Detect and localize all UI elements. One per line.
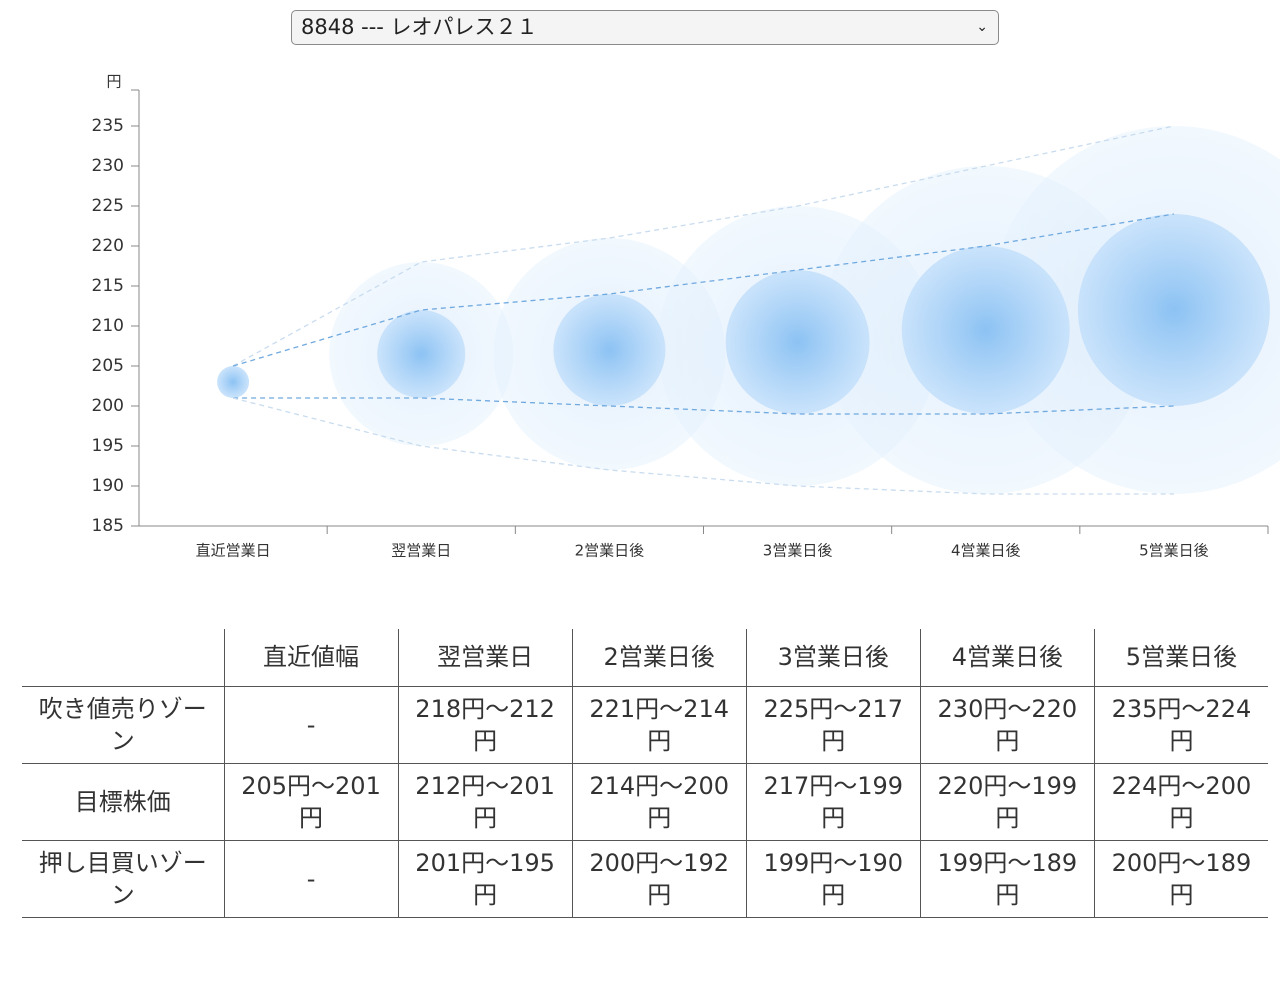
y-tick-label: 215 [92,276,124,296]
chart: 円 185 190 195 200 205 210 215 220 225 230 235 直近営業日 翌… [92,73,1280,560]
cell: 220円〜199円 [919,762,1095,841]
x-tick-label: 4営業日後 [951,542,1021,560]
column-header: 3営業日後 [745,629,921,687]
band-line [232,213,1175,367]
y-tick-label: 220 [92,236,124,256]
column-header: 翌営業日 [397,629,573,687]
cell: 200円〜189円 [1093,839,1268,918]
column-header: 2営業日後 [571,629,747,687]
target-bubble [901,246,1070,414]
y-tick-label: 210 [92,316,124,336]
x-tick-label: 直近営業日 [196,542,271,560]
table-row: 目標株価 205円〜201円 212円〜201円 214円〜200円 217円〜199円… [22,762,1268,841]
forecast-table: 直近値幅 翌営業日 2営業日後 3営業日後 4営業日後 5営業日後 吹き値売りゾーン -21… [22,629,1268,918]
x-tick-label: 2営業日後 [575,542,645,560]
y-tick-label: 200 [92,396,124,416]
cell: - [223,685,399,764]
stock-selector[interactable]: 8848 --- レオパレス２１ ⌄ [291,10,999,45]
table-row: 吹き値売りゾーン -218円〜212円 221円〜214円 225円〜217円 230円… [22,685,1268,764]
y-unit: 円 [106,73,121,91]
cell: 201円〜195円 [397,839,573,918]
band-line [232,125,1175,367]
selector-value: 8848 --- レオパレス２１ [301,15,538,39]
cell: 235円〜224円 [1093,685,1268,764]
target-bubble [377,310,466,398]
y-tick-label: 225 [92,196,124,216]
y-tick-label: 195 [92,436,124,456]
band-line [233,397,1174,415]
column-header: 4営業日後 [919,629,1095,687]
y-tick-label: 185 [92,516,124,536]
corner-cell [22,629,225,687]
x-tick-label: 3営業日後 [763,542,833,560]
target-bubble [1077,214,1270,406]
target-bubble [725,270,870,414]
y-tick-label: 190 [92,476,124,496]
cell: 212円〜201円 [397,762,573,841]
target-bubble [553,294,666,406]
y-tick-label: 230 [92,156,124,176]
row-label: 押し目買いゾーン [22,839,225,918]
cell: 214円〜200円 [571,762,747,841]
column-header: 直近値幅 [223,629,399,687]
cell: - [223,839,399,918]
cell: 225円〜217円 [745,685,921,764]
table-row: 押し目買いゾーン -201円〜195円 200円〜192円 199円〜190円 199円… [22,839,1268,918]
cell: 200円〜192円 [571,839,747,918]
row-label: 吹き値売りゾーン [22,685,225,764]
x-tick-label: 5営業日後 [1139,542,1209,560]
cell: 199円〜190円 [745,839,921,918]
dropdown-arrow: ⌄ [976,19,988,35]
cell: 230円〜220円 [919,685,1095,764]
row-label: 目標株価 [22,762,225,841]
cell: 205円〜201円 [223,762,399,841]
target-bubble [217,366,250,398]
column-header: 5営業日後 [1093,629,1268,687]
cell: 199円〜189円 [919,839,1095,918]
cell: 221円〜214円 [571,685,747,764]
cell: 224円〜200円 [1093,762,1268,841]
y-tick-label: 205 [92,356,124,376]
cell: 217円〜199円 [745,762,921,841]
y-tick-label: 235 [92,116,124,136]
cell: 218円〜212円 [397,685,573,764]
x-tick-label: 翌営業日 [391,542,451,560]
band-line [232,397,1174,495]
